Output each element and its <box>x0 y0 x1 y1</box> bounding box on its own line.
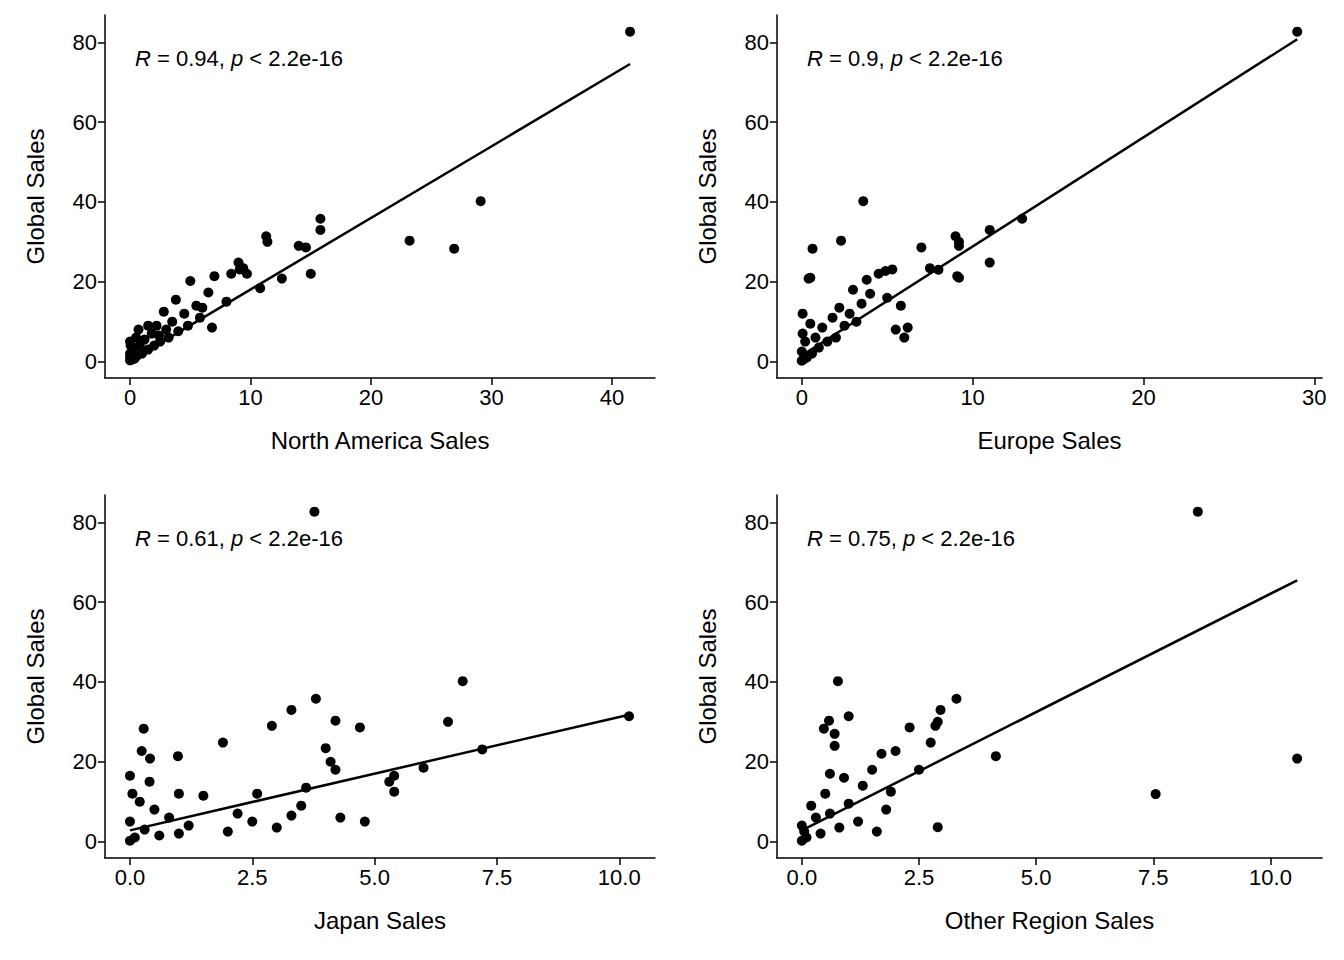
svg-text:30: 30 <box>479 385 503 410</box>
svg-text:80: 80 <box>73 510 97 535</box>
svg-text:7.5: 7.5 <box>1138 865 1169 890</box>
svg-text:40: 40 <box>745 189 769 214</box>
svg-text:0.0: 0.0 <box>115 865 146 890</box>
svg-text:7.5: 7.5 <box>482 865 513 890</box>
svg-text:0: 0 <box>85 829 97 854</box>
svg-text:60: 60 <box>745 590 769 615</box>
svg-text:Global Sales: Global Sales <box>694 128 721 264</box>
svg-text:< 2.2e-16: < 2.2e-16 <box>243 526 343 551</box>
svg-text:0: 0 <box>757 829 769 854</box>
svg-text:Europe Sales: Europe Sales <box>977 427 1121 454</box>
svg-text:2.5: 2.5 <box>904 865 935 890</box>
svg-text:Global Sales: Global Sales <box>694 608 721 744</box>
svg-text:2.5: 2.5 <box>237 865 268 890</box>
svg-text:0: 0 <box>796 385 808 410</box>
svg-text:< 2.2e-16: < 2.2e-16 <box>903 46 1003 71</box>
svg-text:North America Sales: North America Sales <box>271 427 490 454</box>
svg-text:0: 0 <box>757 349 769 374</box>
svg-text:< 2.2e-16: < 2.2e-16 <box>243 46 343 71</box>
svg-text:10.0: 10.0 <box>598 865 641 890</box>
svg-text:Global Sales: Global Sales <box>22 608 49 744</box>
svg-text:60: 60 <box>73 110 97 135</box>
svg-text:20: 20 <box>73 749 97 774</box>
svg-text:R: R <box>135 46 151 71</box>
svg-text:0: 0 <box>85 349 97 374</box>
svg-text:20: 20 <box>1131 385 1155 410</box>
svg-text:p: p <box>890 46 903 71</box>
svg-text:20: 20 <box>359 385 383 410</box>
svg-text:10.0: 10.0 <box>1249 865 1292 890</box>
svg-text:80: 80 <box>73 30 97 55</box>
svg-text:60: 60 <box>745 110 769 135</box>
svg-text:40: 40 <box>745 669 769 694</box>
svg-text:Other Region Sales: Other Region Sales <box>945 907 1154 934</box>
svg-text:40: 40 <box>73 669 97 694</box>
svg-text:80: 80 <box>745 30 769 55</box>
svg-text:0: 0 <box>124 385 136 410</box>
svg-text:10: 10 <box>960 385 984 410</box>
svg-text:R: R <box>135 526 151 551</box>
svg-text:5.0: 5.0 <box>359 865 390 890</box>
svg-text:40: 40 <box>73 189 97 214</box>
svg-text:= 0.94,: = 0.94, <box>151 46 231 71</box>
svg-text:0.0: 0.0 <box>787 865 818 890</box>
svg-text:p: p <box>902 526 915 551</box>
svg-text:60: 60 <box>73 590 97 615</box>
svg-text:5.0: 5.0 <box>1021 865 1052 890</box>
svg-text:10: 10 <box>238 385 262 410</box>
svg-text:R: R <box>807 46 823 71</box>
svg-text:= 0.9,: = 0.9, <box>823 46 891 71</box>
svg-text:= 0.75,: = 0.75, <box>823 526 903 551</box>
svg-text:p: p <box>230 526 243 551</box>
svg-text:p: p <box>230 46 243 71</box>
svg-text:Global Sales: Global Sales <box>22 128 49 264</box>
svg-text:Japan Sales: Japan Sales <box>314 907 446 934</box>
svg-text:80: 80 <box>745 510 769 535</box>
svg-text:20: 20 <box>745 749 769 774</box>
svg-text:20: 20 <box>73 269 97 294</box>
svg-text:20: 20 <box>745 269 769 294</box>
svg-text:40: 40 <box>600 385 624 410</box>
svg-text:< 2.2e-16: < 2.2e-16 <box>915 526 1015 551</box>
svg-text:R: R <box>807 526 823 551</box>
svg-text:= 0.61,: = 0.61, <box>151 526 231 551</box>
svg-text:30: 30 <box>1302 385 1326 410</box>
